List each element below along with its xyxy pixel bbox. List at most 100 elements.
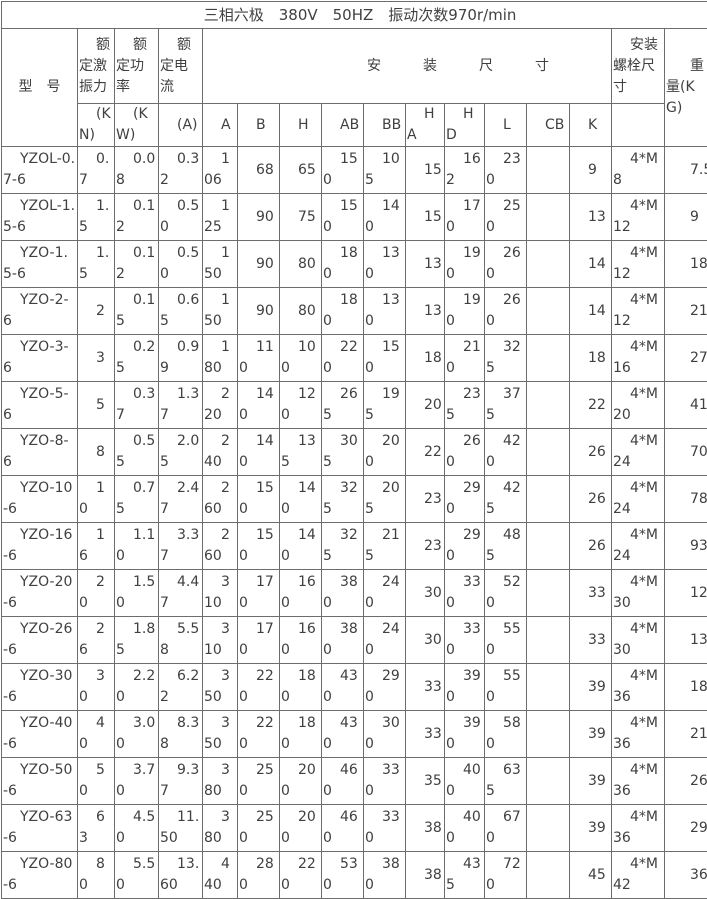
cell-k: 26: [569, 522, 612, 570]
table-row: YZO-80-6 80 5.50 13.60 440 280 220 530 380 38 435 7…: [1, 851, 707, 899]
cell-model: YZOL-1.5-6: [1, 193, 78, 241]
table-row: YZO-30-6 30 2.20 6.22 350 220 180 430 290 33 390 55…: [1, 663, 707, 711]
cell-bolt: 4*M16: [611, 334, 665, 382]
cell-force: 1.5: [77, 193, 115, 241]
cell-hd: 290: [444, 475, 485, 523]
cell-ha: 33: [405, 710, 445, 758]
cell-bb: 380: [363, 851, 406, 899]
cell-bb: 195: [363, 381, 406, 429]
cell-model: YZO-50-6: [1, 757, 78, 805]
unit-power-kw: (KW): [114, 103, 159, 147]
cell-hd: 162: [444, 146, 485, 194]
cell-b: 140: [237, 381, 280, 429]
cell-bolt: 4*M24: [611, 475, 665, 523]
cell-cb: [526, 240, 570, 288]
cell-cb: [526, 522, 570, 570]
cell-a: 150: [202, 240, 238, 288]
cell-hd: 170: [444, 193, 485, 241]
cell-current: 11.50: [158, 804, 203, 852]
cell-weight: 9: [663, 193, 707, 241]
cell-force: 40: [77, 710, 115, 758]
cell-ha: 13: [405, 240, 445, 288]
cell-ha: 15: [405, 193, 445, 241]
cell-model: YZO-2-6: [1, 287, 78, 335]
cell-hd: 210: [444, 334, 485, 382]
cell-model: YZO-26-6: [1, 616, 78, 664]
cell-h: 140: [279, 522, 322, 570]
cell-cb: [526, 193, 570, 241]
table-title: 三相六极 380V 50HZ 振动次数970r/min: [0, 1, 707, 29]
cell-hd: 260: [444, 428, 485, 476]
cell-ha: 38: [405, 851, 445, 899]
cell-h: 75: [279, 193, 322, 241]
cell-bb: 300: [363, 710, 406, 758]
cell-h: 220: [279, 851, 322, 899]
cell-h: 120: [279, 381, 322, 429]
cell-l: 420: [484, 428, 527, 476]
cell-ab: 460: [321, 757, 364, 805]
cell-ha: 33: [405, 663, 445, 711]
dim-col-bb: BB: [363, 103, 406, 147]
dim-col-a: A: [202, 103, 238, 147]
cell-power: 5.50: [114, 851, 159, 899]
column-header-mounting-bolt-size: 安装螺栓尺寸: [611, 28, 665, 104]
cell-model: YZO-3-6: [1, 334, 78, 382]
cell-model: YZO-1.5-6: [1, 240, 78, 288]
bolt-sub-cell: [611, 103, 665, 147]
cell-weight: 210: [663, 710, 707, 758]
cell-current: 2.47: [158, 475, 203, 523]
cell-bb: 330: [363, 804, 406, 852]
cell-l: 325: [484, 334, 527, 382]
cell-model: YZO-40-6: [1, 710, 78, 758]
cell-ha: 18: [405, 334, 445, 382]
dim-col-k: K: [569, 103, 612, 147]
cell-ab: 180: [321, 287, 364, 335]
cell-weight: 7.5: [663, 146, 707, 194]
cell-current: 4.47: [158, 569, 203, 617]
cell-k: 13: [569, 193, 612, 241]
cell-bb: 330: [363, 757, 406, 805]
cell-current: 0.50: [158, 193, 203, 241]
column-header-rated-current: 额定电流: [158, 28, 203, 104]
cell-ab: 530: [321, 851, 364, 899]
cell-bolt: 4*M12: [611, 193, 665, 241]
cell-a: 310: [202, 569, 238, 617]
cell-power: 2.20: [114, 663, 159, 711]
cell-b: 220: [237, 663, 280, 711]
cell-a: 220: [202, 381, 238, 429]
cell-weight: 182: [663, 663, 707, 711]
cell-b: 68: [237, 146, 280, 194]
cell-l: 250: [484, 193, 527, 241]
cell-bolt: 4*M20: [611, 381, 665, 429]
cell-ab: 430: [321, 663, 364, 711]
table-row: YZO-26-6 26 1.85 5.58 310 170 160 380 240 30 330 55…: [1, 616, 707, 664]
cell-power: 4.50: [114, 804, 159, 852]
cell-l: 425: [484, 475, 527, 523]
cell-power: 1.50: [114, 569, 159, 617]
cell-bb: 200: [363, 428, 406, 476]
cell-power: 0.08: [114, 146, 159, 194]
cell-ab: 220: [321, 334, 364, 382]
cell-bb: 130: [363, 240, 406, 288]
cell-h: 135: [279, 428, 322, 476]
cell-current: 1.37: [158, 381, 203, 429]
cell-ab: 325: [321, 475, 364, 523]
cell-k: 39: [569, 804, 612, 852]
cell-bb: 205: [363, 475, 406, 523]
cell-cb: [526, 851, 570, 899]
cell-cb: [526, 757, 570, 805]
cell-h: 80: [279, 240, 322, 288]
cell-a: 240: [202, 428, 238, 476]
header-row-main: 型号 额定激振力 额定功率 额定电流 安装尺寸 安装螺栓尺寸 重量(KG): [1, 28, 707, 147]
cell-power: 1.10: [114, 522, 159, 570]
cell-weight: 120: [663, 569, 707, 617]
cell-power: 1.85: [114, 616, 159, 664]
cell-ha: 30: [405, 569, 445, 617]
cell-a: 310: [202, 616, 238, 664]
cell-power: 0.75: [114, 475, 159, 523]
cell-l: 230: [484, 146, 527, 194]
table-row: YZO-1.5-6 1.5 0.12 0.50 150 90 80 180 130 13 190 26…: [1, 240, 707, 288]
cell-ab: 325: [321, 522, 364, 570]
cell-weight: 21: [663, 287, 707, 335]
